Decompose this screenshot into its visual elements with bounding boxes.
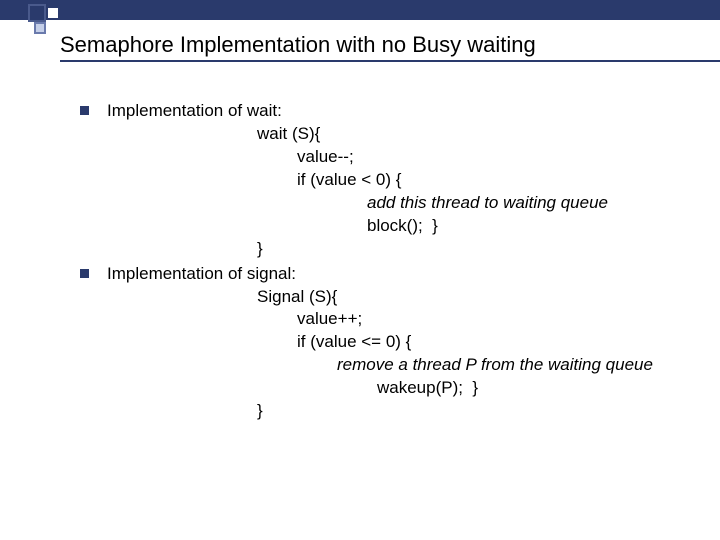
code-line: Signal (S){: [107, 286, 653, 309]
title-underline: [60, 60, 720, 62]
bullet-body: Implementation of signal:Signal (S){valu…: [107, 263, 653, 424]
code-line: value--;: [107, 146, 608, 169]
code-line: wait (S){: [107, 123, 608, 146]
slide-content: Implementation of wait:wait (S){value--;…: [80, 100, 690, 425]
section-label: Implementation of wait:: [107, 100, 608, 123]
bullet-item: Implementation of signal:Signal (S){valu…: [80, 263, 690, 424]
code-line: if (value < 0) {: [107, 169, 608, 192]
code-line: wakeup(P); }: [107, 377, 653, 400]
square-bullet-icon: [80, 269, 89, 278]
bullet-body: Implementation of wait:wait (S){value--;…: [107, 100, 608, 261]
code-line: }: [107, 400, 653, 423]
code-line: if (value <= 0) {: [107, 331, 653, 354]
bullet-item: Implementation of wait:wait (S){value--;…: [80, 100, 690, 261]
code-line: remove a thread P from the waiting queue: [107, 354, 653, 377]
code-line: value++;: [107, 308, 653, 331]
code-line: add this thread to waiting queue: [107, 192, 608, 215]
section-label: Implementation of signal:: [107, 263, 653, 286]
top-accent-bar: [0, 0, 720, 20]
slide-title: Semaphore Implementation with no Busy wa…: [60, 32, 536, 58]
corner-decoration: [28, 4, 64, 40]
code-line: }: [107, 238, 608, 261]
square-bullet-icon: [80, 106, 89, 115]
code-line: block(); }: [107, 215, 608, 238]
